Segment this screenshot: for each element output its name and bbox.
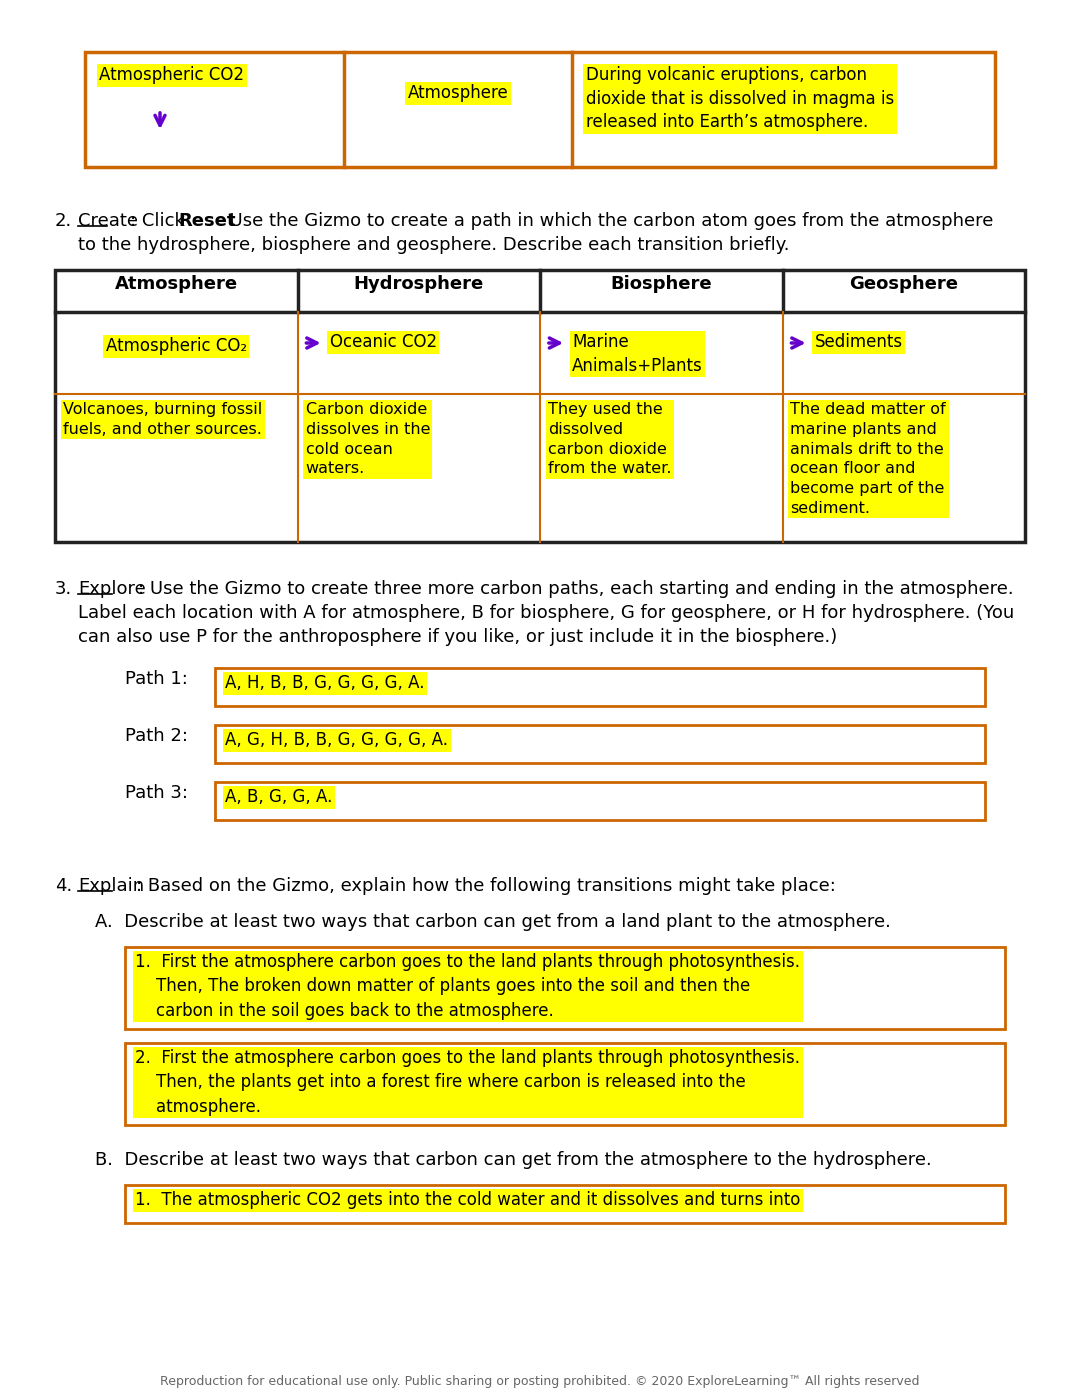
Text: to the hydrosphere, biosphere and geosphere. Describe each transition briefly.: to the hydrosphere, biosphere and geosph… bbox=[78, 236, 789, 254]
Bar bbox=[215, 668, 985, 705]
Text: . Use the Gizmo to create a path in which the carbon atom goes from the atmosphe: . Use the Gizmo to create a path in whic… bbox=[218, 212, 994, 231]
Text: Atmosphere: Atmosphere bbox=[408, 84, 509, 102]
Text: 1.  The atmospheric CO2 gets into the cold water and it dissolves and turns into: 1. The atmospheric CO2 gets into the col… bbox=[135, 1192, 800, 1208]
Text: Explain: Explain bbox=[78, 877, 144, 895]
Text: 1.  First the atmosphere carbon goes to the land plants through photosynthesis.
: 1. First the atmosphere carbon goes to t… bbox=[135, 953, 800, 1020]
Text: can also use P for the anthroposphere if you like, or just include it in the bio: can also use P for the anthroposphere if… bbox=[78, 629, 837, 645]
Bar bbox=[125, 947, 1005, 1030]
Text: : Click: : Click bbox=[130, 212, 191, 231]
Text: Biosphere: Biosphere bbox=[610, 275, 712, 293]
Bar bbox=[215, 782, 985, 820]
Text: 2.  First the atmosphere carbon goes to the land plants through photosynthesis.
: 2. First the atmosphere carbon goes to t… bbox=[135, 1049, 800, 1116]
Text: A.  Describe at least two ways that carbon can get from a land plant to the atmo: A. Describe at least two ways that carbo… bbox=[95, 914, 891, 930]
Bar bbox=[125, 1044, 1005, 1125]
Text: B.  Describe at least two ways that carbon can get from the atmosphere to the hy: B. Describe at least two ways that carbo… bbox=[95, 1151, 932, 1169]
Text: Label each location with A for atmosphere, B for biosphere, G for geosphere, or : Label each location with A for atmospher… bbox=[78, 604, 1014, 622]
Text: 2.: 2. bbox=[55, 212, 72, 231]
Text: A, G, H, B, B, G, G, G, G, A.: A, G, H, B, B, G, G, G, G, A. bbox=[225, 731, 448, 749]
Text: 3.: 3. bbox=[55, 580, 72, 598]
Text: Atmospheric CO2: Atmospheric CO2 bbox=[99, 66, 244, 84]
Text: Hydrosphere: Hydrosphere bbox=[353, 275, 484, 293]
Text: Explore: Explore bbox=[78, 580, 146, 598]
Bar bbox=[85, 52, 995, 168]
Text: Atmosphere: Atmosphere bbox=[114, 275, 238, 293]
Text: Path 2:: Path 2: bbox=[125, 726, 188, 745]
Bar bbox=[55, 270, 1025, 542]
Text: : Use the Gizmo to create three more carbon paths, each starting and ending in t: : Use the Gizmo to create three more car… bbox=[138, 580, 1014, 598]
Text: Carbon dioxide
dissolves in the
cold ocean
waters.: Carbon dioxide dissolves in the cold oce… bbox=[306, 402, 430, 476]
Text: Path 1:: Path 1: bbox=[125, 671, 188, 687]
Text: A, B, G, G, A.: A, B, G, G, A. bbox=[225, 788, 333, 806]
Text: The dead matter of
marine plants and
animals drift to the
ocean floor and
become: The dead matter of marine plants and ani… bbox=[791, 402, 946, 515]
Text: Path 3:: Path 3: bbox=[125, 784, 188, 802]
Text: Reproduction for educational use only. Public sharing or posting prohibited. © 2: Reproduction for educational use only. P… bbox=[160, 1375, 920, 1389]
Text: Sediments: Sediments bbox=[814, 332, 903, 351]
Text: Marine
Animals+Plants: Marine Animals+Plants bbox=[572, 332, 703, 374]
Bar bbox=[125, 1185, 1005, 1222]
Text: Reset: Reset bbox=[178, 212, 235, 231]
Bar bbox=[215, 725, 985, 763]
Text: Oceanic CO2: Oceanic CO2 bbox=[329, 332, 436, 351]
Text: : Based on the Gizmo, explain how the following transitions might take place:: : Based on the Gizmo, explain how the fo… bbox=[136, 877, 836, 895]
Text: Volcanoes, burning fossil
fuels, and other sources.: Volcanoes, burning fossil fuels, and oth… bbox=[63, 402, 262, 437]
Text: Create: Create bbox=[78, 212, 138, 231]
Text: Geosphere: Geosphere bbox=[849, 275, 958, 293]
Text: They used the
dissolved
carbon dioxide
from the water.: They used the dissolved carbon dioxide f… bbox=[548, 402, 672, 476]
Text: During volcanic eruptions, carbon
dioxide that is dissolved in magma is
released: During volcanic eruptions, carbon dioxid… bbox=[585, 66, 894, 131]
Text: 4.: 4. bbox=[55, 877, 72, 895]
Text: A, H, B, B, G, G, G, G, A.: A, H, B, B, G, G, G, G, A. bbox=[225, 673, 424, 692]
Text: Atmospheric CO₂: Atmospheric CO₂ bbox=[106, 337, 247, 355]
